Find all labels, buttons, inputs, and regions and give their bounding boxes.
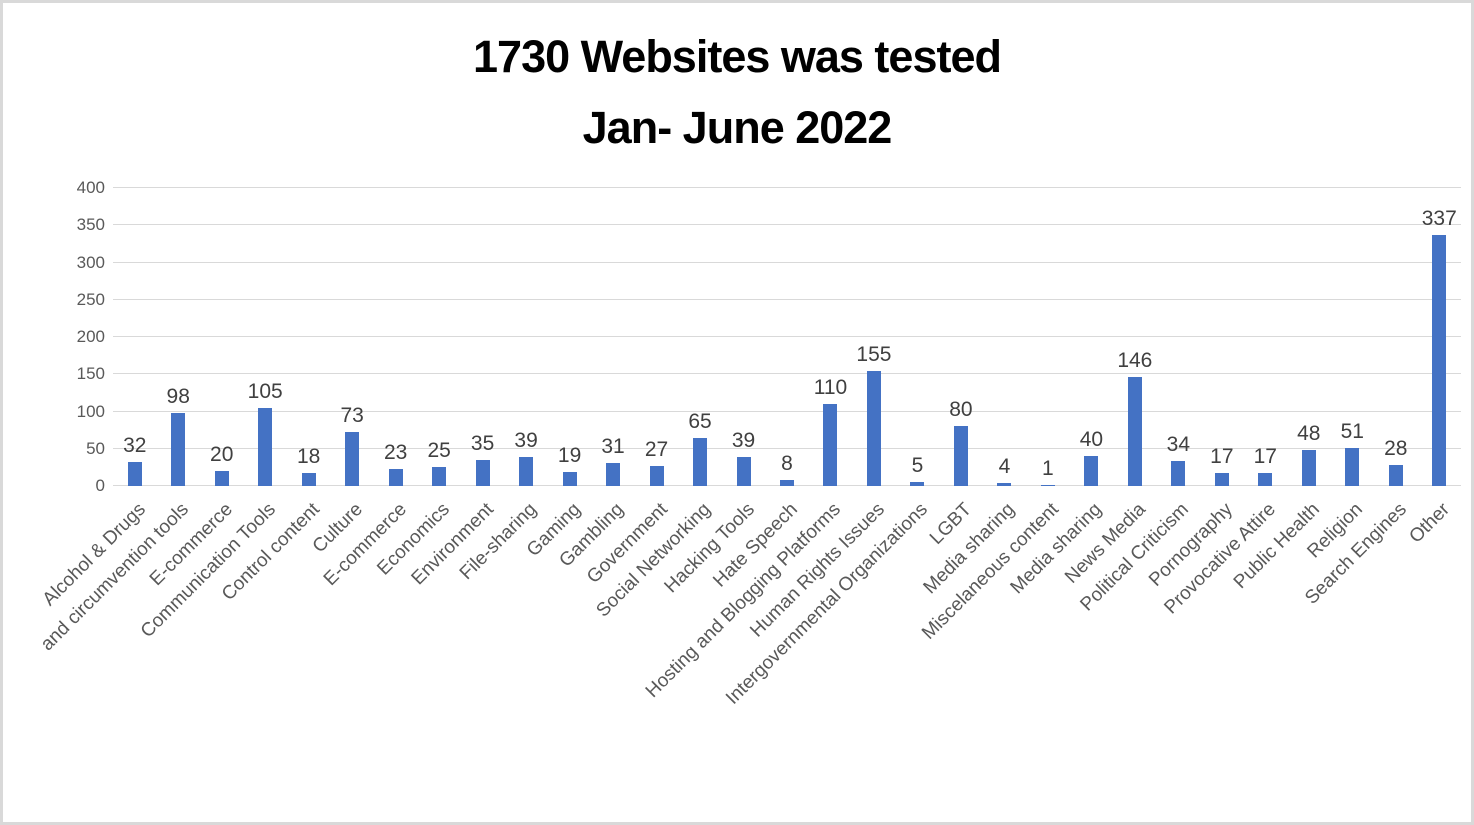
chart-title: 1730 Websites was tested Jan- June 2022 — [3, 21, 1471, 163]
bar-value-label: 4 — [998, 455, 1011, 479]
bar — [1171, 460, 1186, 486]
bar-value-label: 23 — [383, 440, 408, 464]
bar-value-label: 32 — [123, 434, 147, 458]
gridline-100 — [113, 410, 1461, 412]
bar-value-label: 51 — [1340, 420, 1364, 444]
bar — [1301, 450, 1316, 486]
bar — [910, 482, 925, 486]
bar — [562, 471, 577, 486]
bar — [1432, 234, 1447, 486]
bar — [301, 472, 316, 486]
y-axis-tick-label: 250 — [76, 289, 105, 309]
bar-value-label: 80 — [949, 398, 973, 422]
gridline-250 — [113, 298, 1461, 300]
bar — [475, 459, 490, 486]
bar-value-label: 105 — [247, 379, 283, 403]
bar-value-label: 146 — [1117, 349, 1153, 373]
bar-value-label: 39 — [514, 428, 538, 452]
bar — [866, 370, 881, 486]
bar — [823, 404, 838, 486]
bar — [606, 462, 621, 486]
bar-value-label: 65 — [688, 409, 712, 433]
bar — [388, 468, 403, 486]
bar — [127, 462, 142, 486]
bar — [997, 483, 1012, 486]
bar-value-label: 73 — [340, 403, 364, 427]
bar — [1258, 473, 1273, 486]
bar — [519, 456, 534, 486]
bar-value-label: 337 — [1421, 206, 1457, 230]
bar-value-label: 25 — [427, 439, 451, 463]
y-axis-tick-label: 350 — [76, 215, 105, 235]
bar — [1345, 448, 1360, 486]
bar — [1214, 473, 1229, 486]
chart-title-line1: 1730 Websites was tested — [473, 31, 1002, 82]
bar — [736, 456, 751, 486]
bar-value-label: 110 — [813, 376, 848, 400]
y-axis-tick-label: 0 — [95, 476, 105, 495]
chart-title-line2: Jan- June 2022 — [582, 102, 893, 153]
bar-value-label: 8 — [781, 452, 793, 476]
bar-value-label: 34 — [1166, 432, 1191, 456]
gridline-300 — [113, 261, 1461, 263]
bar — [953, 426, 968, 486]
bar-value-label: 5 — [911, 454, 924, 478]
bar — [1084, 456, 1099, 486]
bar — [693, 437, 708, 486]
bar — [345, 431, 360, 486]
bar-value-label: 155 — [856, 342, 892, 366]
y-axis-tick-label: 150 — [76, 364, 105, 384]
bar-value-label: 17 — [1253, 445, 1277, 469]
y-axis-tick-label: 300 — [76, 252, 105, 272]
bar-value-label: 20 — [210, 443, 234, 467]
bar-value-label: 40 — [1079, 428, 1104, 452]
bar-value-label: 98 — [166, 385, 190, 408]
plot-area: 32 98 20 105 18 73 23 25 35 39 19 31 27 65 39 8 110 155 5 8… — [113, 187, 1461, 486]
gridline-350 — [113, 224, 1461, 226]
bar-value-label: 19 — [557, 443, 582, 467]
gridline-400 — [113, 187, 1461, 188]
y-axis-tick-label: 100 — [76, 401, 105, 421]
gridline-50 — [113, 447, 1461, 449]
bar — [649, 465, 664, 486]
bar-value-label: 1 — [1042, 457, 1054, 481]
bar-value-label: 39 — [731, 428, 756, 452]
bar-value-label: 48 — [1297, 422, 1321, 446]
bar-value-label: 28 — [1384, 437, 1408, 461]
bar — [1388, 465, 1403, 486]
y-axis-tick-label: 200 — [76, 327, 105, 346]
x-axis: Alcohol & Drugs and circumvention tools E-… — [37, 486, 1461, 816]
bar — [258, 407, 273, 486]
gridline-200 — [113, 336, 1461, 337]
gridline-150 — [113, 373, 1461, 375]
y-axis: 0 50 100 150 200 250 300 350 400 — [59, 178, 105, 495]
bar — [1040, 485, 1055, 486]
bar — [432, 467, 447, 486]
y-axis-tick-label: 400 — [76, 178, 105, 197]
bar-value-label: 27 — [644, 437, 669, 461]
y-axis-tick-label: 50 — [86, 438, 105, 458]
bar — [780, 480, 794, 486]
bar — [214, 471, 229, 486]
bar-value-label: 17 — [1210, 445, 1234, 469]
bar-value-label: 18 — [296, 444, 321, 468]
bar-value-label: 31 — [601, 434, 625, 458]
bar — [1127, 377, 1142, 486]
bar-value-label: 35 — [470, 431, 495, 455]
bar — [171, 413, 186, 486]
